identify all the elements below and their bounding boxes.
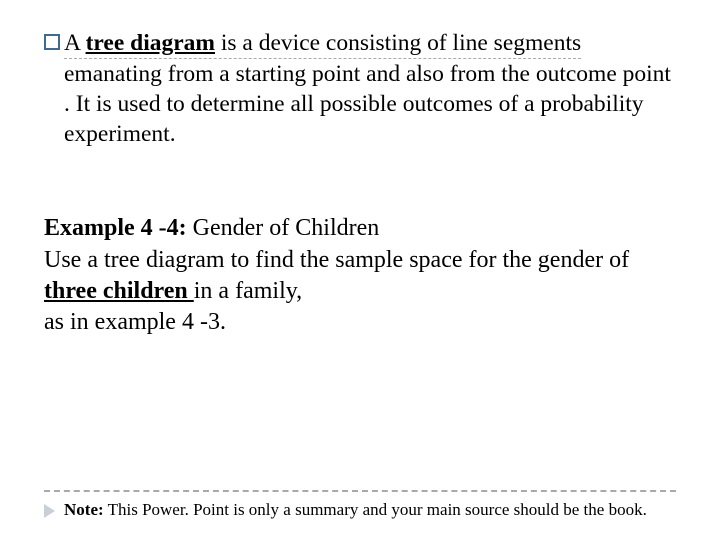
example-body-line1: Use a tree diagram to find the sample sp… xyxy=(44,245,676,307)
definition-suffix: is a device consisting of line segments xyxy=(215,30,581,56)
footer-divider xyxy=(44,490,676,492)
definition-text: A tree diagram is a device consisting of… xyxy=(64,28,676,149)
footnote-bold: Note: xyxy=(64,500,104,519)
play-icon xyxy=(44,504,55,518)
definition-block: A tree diagram is a device consisting of… xyxy=(44,28,676,149)
example-body-post: in a family, xyxy=(194,278,302,304)
example-heading: Example 4 -4: Gender of Children xyxy=(44,213,676,244)
footnote-rest: This Power. Point is only a summary and … xyxy=(104,500,647,519)
definition-rest: emanating from a starting point and also… xyxy=(64,61,671,147)
square-bullet-icon xyxy=(44,34,60,50)
example-emphasis: three children xyxy=(44,278,194,304)
example-label: Example 4 -4: xyxy=(44,215,193,241)
example-body-line2: as in example 4 -3. xyxy=(44,307,676,338)
example-body-pre: Use a tree diagram to find the sample sp… xyxy=(44,247,629,273)
footnote: Note: This Power. Point is only a summar… xyxy=(64,500,676,520)
definition-term: tree diagram xyxy=(86,30,215,56)
example-title: Gender of Children xyxy=(193,215,380,241)
example-block: Example 4 -4: Gender of Children Use a t… xyxy=(44,213,676,338)
definition-first-line: A tree diagram is a device consisting of… xyxy=(64,28,581,59)
definition-prefix: A xyxy=(64,30,86,56)
